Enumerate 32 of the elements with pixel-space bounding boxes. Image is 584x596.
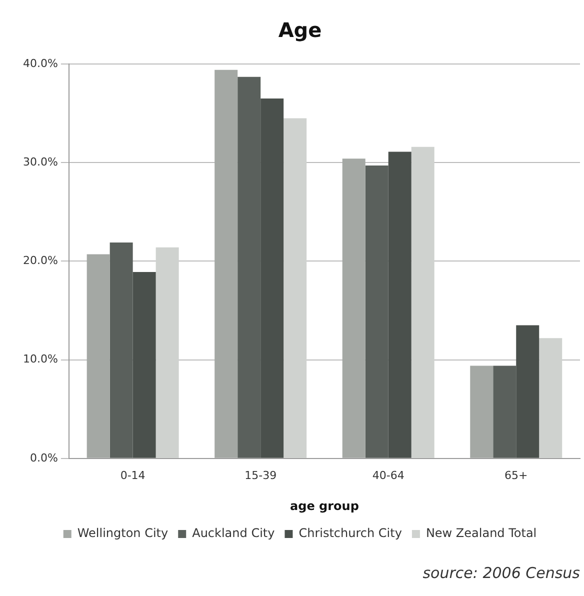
- legend-label: Wellington City: [77, 526, 168, 540]
- y-tick-label: 10.0%: [22, 352, 58, 366]
- bar: [411, 146, 434, 458]
- bar: [342, 158, 366, 458]
- bar: [156, 247, 179, 458]
- chart-title: Age: [278, 18, 322, 42]
- legend-label: Auckland City: [192, 526, 275, 540]
- bar: [470, 366, 494, 458]
- bar: [260, 98, 284, 458]
- bar: [110, 242, 133, 458]
- y-tick-label: 0.0%: [30, 451, 58, 464]
- bar: [238, 76, 261, 458]
- bar: [365, 166, 388, 458]
- bar: [86, 254, 110, 458]
- x-tick-label: 40-64: [372, 468, 404, 482]
- bar: [539, 338, 562, 458]
- y-tick-label: 40.0%: [22, 56, 58, 70]
- x-axis-title: age group: [290, 498, 360, 513]
- y-tick-label: 20.0%: [22, 254, 58, 268]
- x-tick-label: 65+: [504, 468, 528, 482]
- y-tick-label: 30.0%: [22, 155, 58, 168]
- legend-label: New Zealand Total: [426, 526, 537, 540]
- bar: [214, 70, 238, 458]
- x-tick-label: 0-14: [120, 468, 146, 482]
- legend-label: Christchurch City: [298, 526, 402, 540]
- bar: [388, 152, 412, 458]
- source-note: source: 2006 Census: [422, 564, 580, 582]
- bar: [132, 272, 156, 458]
- x-tick-label: 15-39: [244, 468, 277, 482]
- bar: [284, 118, 307, 458]
- bar: [493, 366, 516, 458]
- bar: [516, 325, 540, 458]
